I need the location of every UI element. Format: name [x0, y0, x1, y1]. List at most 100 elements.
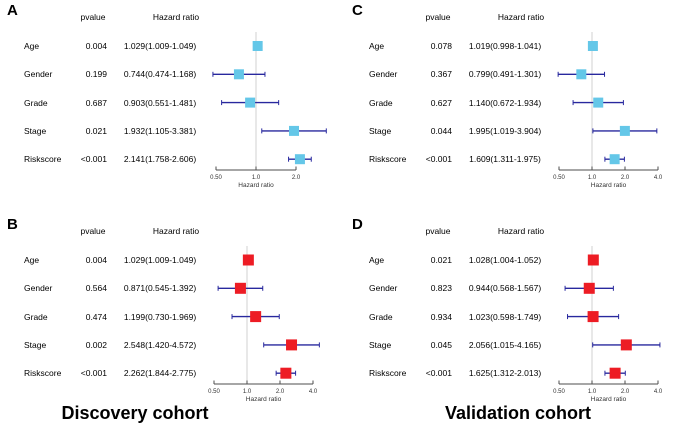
row-pvalue: 0.021 — [85, 125, 107, 136]
hr-square — [583, 282, 595, 294]
hr-square — [245, 97, 256, 108]
row-hr-text: 1.199(0.730-1.969) — [123, 311, 197, 322]
row-pvalue: <0.001 — [425, 154, 452, 165]
x-tick-label: 0.50 — [210, 175, 222, 181]
hr-square — [620, 339, 632, 351]
row-hr-text: 1.029(1.009-1.049) — [123, 41, 197, 51]
row-label: Age — [24, 255, 40, 265]
hr-square — [609, 154, 620, 165]
row-hr-text: 1.019(0.998-1.041) — [468, 41, 542, 51]
panel-letter: C — [352, 2, 364, 19]
column-header-pvalue: pvalue — [80, 226, 106, 236]
forest-plot: 0.50 1.0 2.0 Hazard ratio — [210, 32, 327, 189]
x-axis-label: Hazard ratio — [591, 396, 627, 403]
x-tick-label: 2.0 — [621, 175, 630, 181]
panel-C: C pvalue Hazard ratio Age 0.078 1.019(0.99… — [345, 0, 691, 214]
hr-square — [576, 69, 587, 80]
row-label: Riskscore — [369, 154, 407, 165]
row-label: Age — [369, 255, 385, 265]
row-pvalue: 0.199 — [85, 69, 107, 80]
row-hr-text: 2.056(1.015-4.165) — [468, 339, 542, 350]
row-label: Gender — [24, 283, 53, 294]
row-pvalue: 0.002 — [85, 339, 107, 350]
x-tick-label: 1.0 — [588, 389, 597, 395]
forest-plot: 0.50 1.0 2.0 4.0 Hazard ratio — [553, 32, 663, 189]
hr-square — [234, 282, 246, 294]
column-header-pvalue: pvalue — [425, 226, 451, 236]
x-tick-label: 1.0 — [588, 175, 597, 181]
x-tick-label: 0.50 — [208, 389, 220, 395]
row-label: Grade — [24, 311, 48, 322]
x-tick-label: 4.0 — [654, 389, 663, 395]
hr-square — [587, 41, 598, 51]
row-label: Age — [369, 41, 385, 51]
row-pvalue: <0.001 — [425, 368, 452, 379]
forest-plot: 0.50 1.0 2.0 4.0 Hazard ratio — [553, 246, 663, 403]
row-label: Age — [24, 41, 40, 51]
panel-D: D pvalue Hazard ratio Age 0.021 1.028(1.00… — [345, 214, 691, 403]
row-label: Riskscore — [24, 368, 62, 379]
hr-square — [587, 254, 599, 266]
row-hr-text: 0.871(0.545-1.392) — [123, 283, 197, 294]
validation-cohort-label: Validation cohort — [444, 403, 592, 423]
row-label: Gender — [369, 69, 398, 80]
panel-A: A pvalue Hazard ratio Age 0.004 1.029(1.00… — [0, 0, 345, 214]
row-pvalue: 0.367 — [430, 69, 452, 80]
row-label: Stage — [24, 339, 47, 350]
row-hr-text: 1.028(1.004-1.052) — [468, 255, 542, 265]
row-hr-text: 1.995(1.019-3.904) — [468, 125, 542, 136]
column-header-hazard-ratio: Hazard ratio — [497, 12, 545, 22]
row-label: Gender — [24, 69, 53, 80]
row-hr-text: 1.625(1.312-2.013) — [468, 368, 542, 379]
hr-square — [619, 125, 630, 136]
x-tick-label: 0.50 — [553, 175, 565, 181]
x-tick-label: 1.0 — [243, 389, 252, 395]
hr-square — [609, 367, 621, 379]
row-hr-text: 0.903(0.551-1.481) — [123, 97, 197, 108]
row-pvalue: 0.934 — [430, 311, 452, 322]
row-hr-text: 2.141(1.758-2.606) — [123, 154, 197, 165]
row-pvalue: <0.001 — [80, 154, 107, 165]
row-pvalue: 0.044 — [430, 125, 452, 136]
x-tick-label: 0.50 — [553, 389, 565, 395]
column-header-hazard-ratio: Hazard ratio — [152, 226, 200, 236]
row-label: Stage — [24, 125, 47, 136]
forest-plot: 0.50 1.0 2.0 4.0 Hazard ratio — [208, 246, 320, 403]
x-tick-label: 2.0 — [276, 389, 285, 395]
hr-square — [587, 311, 599, 323]
panel-letter: A — [7, 2, 19, 19]
hr-square — [286, 339, 298, 351]
x-tick-label: 4.0 — [654, 175, 663, 181]
hr-square — [252, 41, 263, 51]
row-pvalue: <0.001 — [80, 368, 107, 379]
column-header-hazard-ratio: Hazard ratio — [152, 12, 200, 22]
hr-square — [242, 254, 254, 266]
x-axis-label: Hazard ratio — [238, 182, 274, 189]
hr-square — [593, 97, 604, 108]
x-axis-label: Hazard ratio — [246, 396, 282, 403]
row-label: Grade — [369, 97, 393, 108]
row-label: Riskscore — [369, 368, 407, 379]
panel-B: B pvalue Hazard ratio Age 0.004 1.029(1.00… — [0, 214, 345, 403]
row-hr-text: 1.029(1.009-1.049) — [123, 255, 197, 265]
column-header-pvalue: pvalue — [425, 12, 451, 22]
hr-square — [250, 311, 262, 323]
hr-square — [280, 367, 292, 379]
column-header-pvalue: pvalue — [80, 12, 106, 22]
row-pvalue: 0.021 — [430, 255, 452, 265]
row-hr-text: 2.262(1.844-2.775) — [123, 368, 197, 379]
row-pvalue: 0.564 — [85, 283, 107, 294]
panel-letter: B — [7, 216, 19, 233]
row-label: Stage — [369, 125, 392, 136]
row-label: Riskscore — [24, 154, 62, 165]
row-hr-text: 0.944(0.568-1.567) — [468, 283, 542, 294]
row-pvalue: 0.078 — [430, 41, 452, 51]
row-hr-text: 1.023(0.598-1.749) — [468, 311, 542, 322]
panel-letter: D — [352, 216, 364, 233]
row-hr-text: 1.609(1.311-1.975) — [469, 154, 541, 165]
row-pvalue: 0.687 — [85, 97, 107, 108]
hr-square — [294, 154, 305, 165]
row-pvalue: 0.004 — [85, 255, 107, 265]
row-pvalue: 0.823 — [430, 283, 452, 294]
